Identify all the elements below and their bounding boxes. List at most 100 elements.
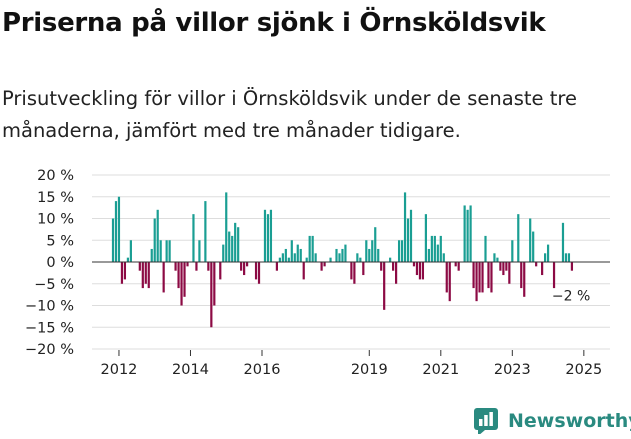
bar: [183, 262, 186, 297]
bar: [517, 214, 520, 262]
bar: [147, 262, 150, 289]
y-tick-label: −10 %: [25, 299, 74, 315]
bar: [123, 262, 127, 280]
y-tick-label: 10 %: [37, 212, 74, 228]
bar: [293, 253, 296, 262]
bar: [168, 240, 171, 262]
bar: [496, 257, 499, 262]
bar: [439, 235, 442, 262]
bar: [529, 218, 532, 262]
bar: [457, 262, 460, 271]
x-tick-label: 2012: [101, 362, 138, 378]
bar: [564, 253, 568, 262]
bar: [198, 240, 201, 262]
bar: [508, 262, 511, 284]
bar: [323, 262, 326, 267]
bar: [371, 240, 374, 262]
bar: [195, 262, 198, 271]
bar: [210, 262, 213, 328]
bar: [421, 262, 425, 280]
last-value-label: −2 %: [552, 289, 590, 305]
bar: [475, 262, 478, 302]
bar: [246, 262, 249, 267]
chart-logo-icon: [474, 408, 498, 434]
y-tick-label: −5 %: [34, 277, 74, 293]
bar: [329, 257, 332, 262]
bar: [308, 235, 311, 262]
bar-series: [111, 192, 574, 328]
bar: [403, 192, 407, 262]
bar: [290, 240, 293, 262]
bar: [302, 262, 305, 280]
bar: [472, 262, 475, 289]
bar: [278, 257, 281, 262]
bar: [138, 262, 141, 271]
bar: [377, 248, 380, 262]
newsworthy-logo[interactable]: Newsworthy: [474, 408, 631, 434]
bar: [275, 262, 278, 271]
bar: [266, 214, 270, 262]
x-tick-label: 2014: [172, 362, 209, 378]
bar: [466, 209, 469, 262]
x-tick-label: 2025: [565, 362, 602, 378]
bar: [156, 209, 159, 262]
y-axis: 20 % 15 % 10 % 5 % 0 % −5 % −10 % −15 % −20 %: [25, 168, 74, 358]
bar: [269, 209, 273, 262]
bar: [314, 253, 317, 262]
bar: [281, 253, 284, 262]
bar: [368, 248, 371, 262]
bar: [240, 262, 243, 271]
bar: [141, 262, 144, 289]
bar: [284, 248, 287, 262]
bar: [418, 262, 422, 280]
bar: [523, 262, 526, 297]
bar: [263, 209, 267, 262]
bar: [406, 218, 410, 262]
bar: [511, 240, 514, 262]
bar: [433, 235, 436, 262]
bar: [400, 240, 404, 262]
bar: [126, 257, 129, 262]
bar: [186, 262, 189, 267]
bar: [177, 262, 180, 289]
bar: [520, 262, 523, 289]
bar: [362, 262, 365, 276]
bar: [350, 262, 353, 280]
bar: [180, 262, 183, 306]
bar: [499, 262, 502, 271]
bar: [111, 218, 115, 262]
y-tick-label: 15 %: [37, 190, 74, 206]
bar: [448, 262, 451, 302]
bar: [392, 262, 395, 271]
bar: [567, 253, 571, 262]
y-tick-label: 20 %: [37, 168, 74, 184]
bar: [481, 262, 484, 293]
bar: [541, 262, 544, 276]
y-tick-label: 5 %: [46, 233, 74, 249]
bar: [335, 248, 338, 262]
chart-subtitle: Prisutveckling för villor i Örnsköldsvik…: [2, 87, 577, 142]
bar: [356, 253, 359, 262]
bar: [254, 262, 258, 280]
bar: [311, 235, 314, 262]
bar: [359, 257, 362, 262]
bar: [204, 201, 207, 262]
bar: [219, 262, 222, 280]
annotations: −2 %: [552, 289, 590, 305]
bar: [129, 240, 132, 262]
bar: [561, 222, 565, 262]
bar: [162, 262, 165, 293]
bar: [257, 262, 261, 284]
bar: [338, 253, 341, 262]
bar: [409, 209, 413, 262]
bar: [237, 227, 240, 262]
bar: [442, 253, 445, 262]
bar: [228, 231, 231, 262]
bar: [445, 262, 448, 293]
y-tick-label: −20 %: [25, 342, 74, 358]
x-tick-label: 2019: [351, 362, 388, 378]
bar: [234, 222, 237, 262]
bar: [469, 205, 472, 262]
bar: [546, 244, 550, 262]
bar: [505, 262, 508, 271]
